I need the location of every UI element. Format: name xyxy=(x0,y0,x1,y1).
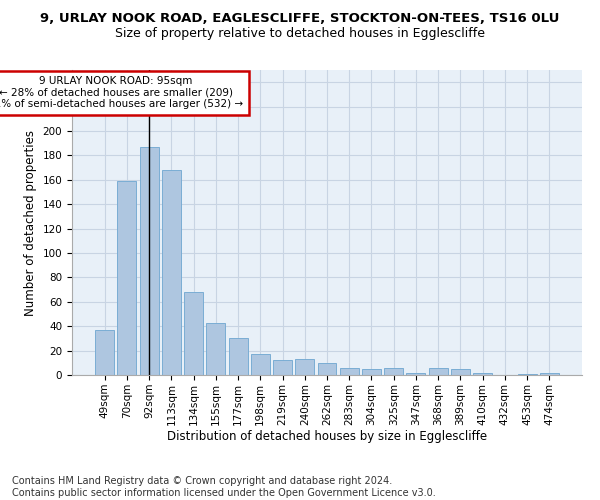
Bar xyxy=(317,363,337,375)
Bar xyxy=(362,369,381,375)
Bar xyxy=(473,372,492,375)
Bar xyxy=(384,368,403,375)
Bar xyxy=(406,372,425,375)
Y-axis label: Number of detached properties: Number of detached properties xyxy=(24,130,37,316)
Bar xyxy=(273,360,292,375)
Bar xyxy=(429,368,448,375)
Bar xyxy=(206,322,225,375)
Bar xyxy=(184,292,203,375)
Bar xyxy=(95,330,114,375)
Bar xyxy=(251,354,270,375)
Bar xyxy=(540,372,559,375)
Bar xyxy=(118,181,136,375)
Bar xyxy=(229,338,248,375)
Bar xyxy=(518,374,536,375)
Bar xyxy=(340,368,359,375)
Text: 9 URLAY NOOK ROAD: 95sqm
← 28% of detached houses are smaller (209)
71% of semi-: 9 URLAY NOOK ROAD: 95sqm ← 28% of detach… xyxy=(0,76,244,110)
Bar xyxy=(140,147,158,375)
Bar xyxy=(295,359,314,375)
Text: Contains HM Land Registry data © Crown copyright and database right 2024.
Contai: Contains HM Land Registry data © Crown c… xyxy=(12,476,436,498)
Bar xyxy=(451,369,470,375)
X-axis label: Distribution of detached houses by size in Egglescliffe: Distribution of detached houses by size … xyxy=(167,430,487,444)
Text: 9, URLAY NOOK ROAD, EAGLESCLIFFE, STOCKTON-ON-TEES, TS16 0LU: 9, URLAY NOOK ROAD, EAGLESCLIFFE, STOCKT… xyxy=(40,12,560,26)
Bar xyxy=(162,170,181,375)
Text: Size of property relative to detached houses in Egglescliffe: Size of property relative to detached ho… xyxy=(115,28,485,40)
